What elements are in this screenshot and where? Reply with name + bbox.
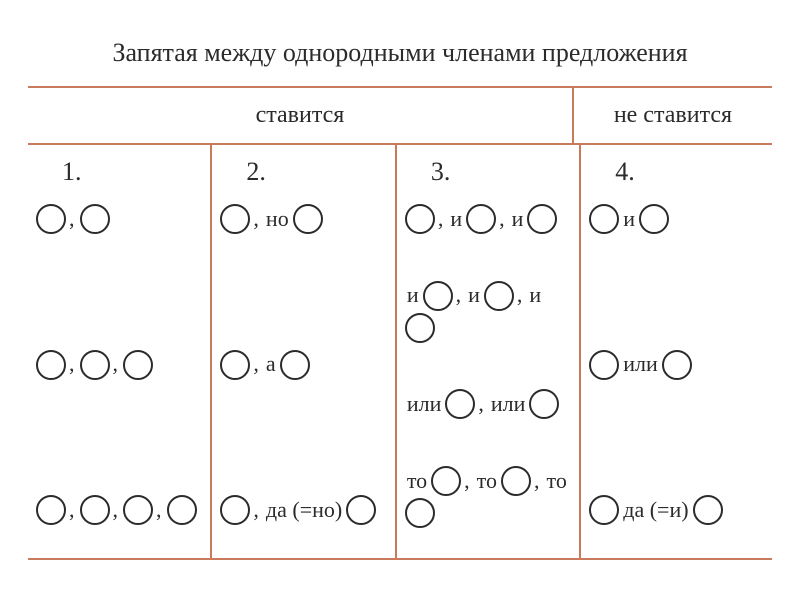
punctuation: , (112, 497, 122, 523)
pattern-row: , (36, 199, 202, 239)
circle-icon (527, 204, 557, 234)
punctuation: , (498, 206, 508, 232)
conjunction-word: или (405, 391, 444, 417)
conjunction-word: и (466, 282, 482, 308)
conjunction-word: и (621, 206, 637, 232)
pattern-list: , и , и и , и , и или , или то , то ,то (405, 199, 571, 548)
pattern-row: то , то ,то (405, 464, 571, 530)
pattern-row: , а (220, 345, 386, 385)
circle-icon (36, 204, 66, 234)
circle-icon (501, 466, 531, 496)
circle-icon (639, 204, 669, 234)
conjunction-word: и (510, 206, 526, 232)
circle-icon (431, 466, 461, 496)
punctuation: , (516, 282, 526, 308)
column-number: 2. (220, 155, 386, 199)
table-body-row: 1.,,,,,,2., но , а , да (=но) 3., и , и … (28, 145, 772, 558)
punctuation: , (68, 206, 78, 232)
conjunction-word: то (545, 468, 569, 494)
circle-icon (405, 498, 435, 528)
punctuation: , (112, 351, 122, 377)
punctuation: , (155, 497, 165, 523)
circle-icon (589, 204, 619, 234)
punctuation: , (455, 282, 465, 308)
pattern-row: и (589, 199, 764, 239)
column-1: 1.,,,,,, (28, 145, 212, 558)
column-2: 2., но , а , да (=но) (212, 145, 396, 558)
punctuation: , (68, 497, 78, 523)
pattern-list: ,,,,,, (36, 199, 202, 548)
pattern-row: , и , и (405, 199, 571, 239)
circle-icon (123, 350, 153, 380)
conjunction-word: и (448, 206, 464, 232)
circle-icon (529, 389, 559, 419)
conjunction-word: а (264, 351, 278, 377)
punctuation: , (463, 468, 473, 494)
conjunction-word: да (=но) (264, 497, 344, 523)
punctuation: , (437, 206, 447, 232)
circle-icon (293, 204, 323, 234)
header-comma-yes: ставится (28, 88, 574, 143)
page-title: Запятая между однородными членами предло… (28, 30, 772, 86)
punctuation: , (533, 468, 543, 494)
table-header-row: ставится не ставится (28, 88, 772, 145)
circle-icon (36, 350, 66, 380)
header-comma-no: не ставится (574, 88, 772, 143)
punctuation: , (68, 351, 78, 377)
pattern-list: и или да (=и) (589, 199, 764, 548)
pattern-row: , да (=но) (220, 490, 386, 530)
circle-icon (423, 281, 453, 311)
circle-icon (346, 495, 376, 525)
circle-icon (220, 204, 250, 234)
conjunction-word: то (475, 468, 499, 494)
circle-icon (589, 350, 619, 380)
conjunction-word: и (527, 282, 543, 308)
page-root: Запятая между однородными членами предло… (0, 0, 800, 600)
circle-icon (123, 495, 153, 525)
circle-icon (466, 204, 496, 234)
circle-icon (484, 281, 514, 311)
conjunction-word: но (264, 206, 291, 232)
pattern-list: , но , а , да (=но) (220, 199, 386, 548)
conjunction-word: или (621, 351, 660, 377)
conjunction-word: или (489, 391, 528, 417)
column-3: 3., и , и и , и , и или , или то , то ,т… (397, 145, 581, 558)
punctuation: , (477, 391, 487, 417)
pattern-row: и , и , и (405, 279, 571, 345)
punctuation: , (252, 206, 262, 232)
rule-table: ставится не ставится 1.,,,,,,2., но , а … (28, 86, 772, 560)
column-number: 4. (589, 155, 764, 199)
circle-icon (36, 495, 66, 525)
punctuation: , (252, 497, 262, 523)
pattern-row: да (=и) (589, 490, 764, 530)
circle-icon (662, 350, 692, 380)
circle-icon (220, 495, 250, 525)
conjunction-word: то (405, 468, 429, 494)
circle-icon (80, 204, 110, 234)
circle-icon (80, 495, 110, 525)
circle-icon (693, 495, 723, 525)
column-number: 3. (405, 155, 571, 199)
circle-icon (405, 204, 435, 234)
circle-icon (220, 350, 250, 380)
column-number: 1. (36, 155, 202, 199)
circle-icon (589, 495, 619, 525)
pattern-row: или , или (405, 384, 571, 424)
circle-icon (405, 313, 435, 343)
pattern-row: ,, (36, 345, 202, 385)
column-4: 4. и или да (=и) (581, 145, 772, 558)
circle-icon (280, 350, 310, 380)
pattern-row: или (589, 345, 764, 385)
pattern-row: ,,, (36, 490, 202, 530)
circle-icon (445, 389, 475, 419)
pattern-row: , но (220, 199, 386, 239)
conjunction-word: и (405, 282, 421, 308)
circle-icon (167, 495, 197, 525)
conjunction-word: да (=и) (621, 497, 690, 523)
punctuation: , (252, 351, 262, 377)
circle-icon (80, 350, 110, 380)
